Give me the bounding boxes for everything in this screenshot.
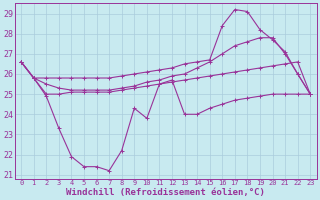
X-axis label: Windchill (Refroidissement éolien,°C): Windchill (Refroidissement éolien,°C) bbox=[66, 188, 265, 197]
